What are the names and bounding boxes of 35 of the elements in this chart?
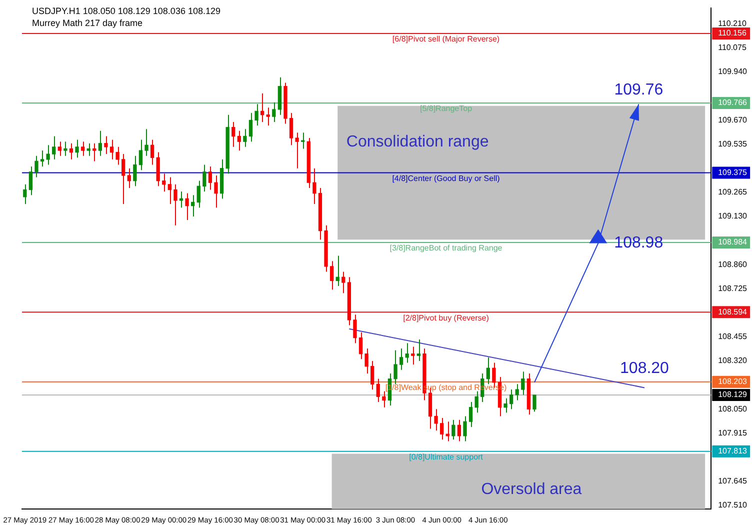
y-tick-label: 108.725 bbox=[718, 284, 748, 293]
annotation: 108.20 bbox=[620, 360, 670, 377]
y-tick-label: 109.130 bbox=[718, 212, 748, 221]
y-tick-label: 108.203 bbox=[718, 377, 748, 386]
y-tick-label: 109.766 bbox=[718, 98, 748, 108]
y-tick-label: 107.915 bbox=[718, 428, 748, 438]
y-tick-label: 108.984 bbox=[718, 238, 748, 247]
ref-line-label: [0/8]Ultimate support bbox=[409, 452, 484, 462]
y-tick-label: 109.535 bbox=[718, 139, 748, 148]
ref-line-label: [4/8]Center (Good Buy or Sell) bbox=[392, 174, 500, 183]
y-tick-label: 108.594 bbox=[718, 307, 748, 316]
y-tick-label: 108.455 bbox=[718, 332, 748, 342]
y-tick-label: 107.510 bbox=[718, 500, 748, 510]
y-tick-label: 107.813 bbox=[718, 446, 748, 456]
y-tick-label: 108.320 bbox=[718, 356, 748, 366]
ref-line-label: [6/8]Pivot sell (Major Reverse) bbox=[392, 34, 500, 44]
annotation: 109.76 bbox=[614, 82, 664, 99]
y-tick-label: 109.265 bbox=[718, 188, 748, 197]
ref-line-label: [2/8]Pivot buy (Reverse) bbox=[403, 313, 490, 322]
ref-line-label: [3/8]RangeBot of trading Range bbox=[390, 244, 503, 253]
y-tick-label: 109.670 bbox=[718, 115, 748, 124]
y-tick-label: 109.375 bbox=[718, 168, 748, 177]
band-label: Consolidation range bbox=[346, 133, 489, 150]
y-tick-label: 110.210 bbox=[718, 19, 747, 28]
text: Murrey Math 217 day frame bbox=[32, 18, 143, 28]
ref-line-label: [5/8]RangeTop bbox=[420, 104, 473, 114]
band-label: Oversold area bbox=[481, 480, 582, 498]
y-tick-label: 107.645 bbox=[718, 476, 748, 486]
y-tick-label: 108.129 bbox=[718, 390, 748, 400]
y-tick-label: 108.860 bbox=[718, 260, 748, 269]
y-tick-label: 108.050 bbox=[718, 404, 748, 414]
chart-title: USDJPY.H1 108.050 108.129 108.036 108.129 bbox=[32, 6, 220, 16]
y-tick-label: 110.075 bbox=[718, 43, 747, 52]
y-tick-label: 110.156 bbox=[718, 28, 747, 38]
y-tick-label: 109.940 bbox=[718, 67, 748, 76]
